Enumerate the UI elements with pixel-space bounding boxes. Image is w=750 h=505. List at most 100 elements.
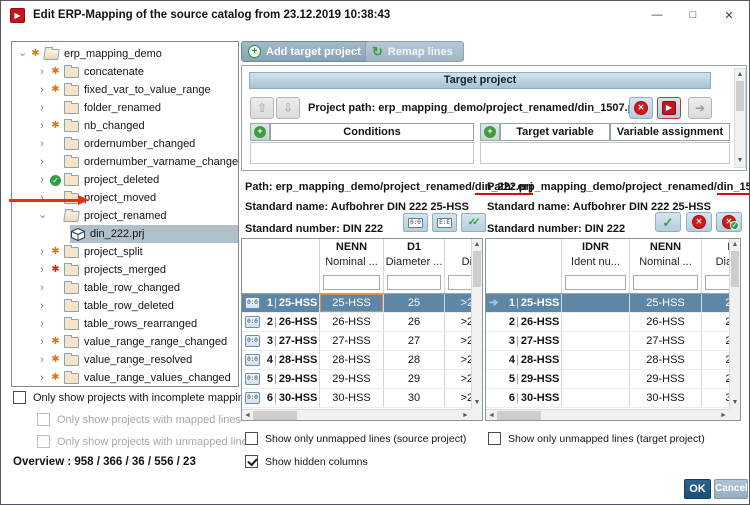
chevron-right-icon[interactable]: › xyxy=(40,101,44,114)
table-cell[interactable]: 28 xyxy=(384,351,445,369)
table-cell[interactable]: 27-HSS xyxy=(630,332,702,350)
tree-item-fixed-var-to-value-range[interactable]: › ✱ fixed_var_to_value_range xyxy=(12,81,238,99)
target-table-row-3[interactable]: 3|27-HSS 27-HSS 27 xyxy=(486,332,729,351)
table-cell[interactable]: 30-HSS xyxy=(320,389,384,407)
scroll-left-icon[interactable]: ◄ xyxy=(488,411,495,419)
chevron-right-icon[interactable]: › xyxy=(40,173,44,186)
remove-confirmed-mapping-button[interactable]: ✕ ✓ xyxy=(716,212,742,232)
table-cell[interactable]: 29 xyxy=(384,370,445,388)
table-cell[interactable]: 26 xyxy=(702,313,729,331)
add-condition-button[interactable]: + xyxy=(250,123,270,141)
cancel-button[interactable]: Cancel xyxy=(714,479,748,499)
target-table-row-5[interactable]: 5|29-HSS 29-HSS 29 xyxy=(486,370,729,389)
chevron-right-icon[interactable]: › xyxy=(40,65,44,78)
scrollbar-thumb[interactable] xyxy=(497,410,541,420)
table-cell[interactable] xyxy=(562,370,630,388)
scroll-up-icon[interactable]: ▲ xyxy=(473,241,481,248)
chevron-right-icon[interactable]: › xyxy=(40,137,44,150)
tree-item-table-row-changed[interactable]: › table_row_changed xyxy=(12,279,238,297)
table-cell[interactable]: >23.6 xyxy=(445,332,471,350)
checkbox-box[interactable] xyxy=(245,432,258,445)
tree-item-folder-renamed[interactable]: › folder_renamed xyxy=(12,99,238,117)
chevron-right-icon[interactable]: › xyxy=(40,281,44,294)
target-table-row-6[interactable]: 6|30-HSS 30-HSS 30 xyxy=(486,389,729,408)
ok-button[interactable]: OK xyxy=(684,479,711,499)
remap-lines-button[interactable]: ↻ Remap lines xyxy=(365,41,464,62)
minimize-button[interactable]: — xyxy=(651,9,663,21)
table-cell[interactable]: 25 xyxy=(702,294,729,312)
checkbox-target-unmapped[interactable]: Show only unmapped lines (target project… xyxy=(488,432,705,445)
conditions-column-header[interactable]: Conditions xyxy=(270,123,474,141)
tree-item-erp-mapping-demo[interactable]: › ✱ erp_mapping_demo xyxy=(12,45,238,63)
chevron-expanded-icon[interactable]: › xyxy=(36,214,49,218)
table-cell[interactable]: 27 xyxy=(384,332,445,350)
scrollbar-thumb[interactable] xyxy=(253,410,297,420)
tree-item-project-moved[interactable]: › project_moved xyxy=(12,189,238,207)
scroll-right-icon[interactable]: ► xyxy=(720,411,727,419)
move-up-button[interactable]: ⇧ xyxy=(250,97,274,119)
add-variable-assignment-button[interactable]: + xyxy=(480,123,500,141)
table-cell[interactable]: >23.6 xyxy=(445,370,471,388)
checkbox-source-unmapped[interactable]: Show only unmapped lines (source project… xyxy=(245,432,466,445)
scroll-down-icon[interactable]: ▼ xyxy=(731,399,739,406)
source-table-row-3[interactable]: 0:03|27-HSS 27-HSS 27 >23.6 xyxy=(242,332,471,351)
column-filter-input[interactable] xyxy=(633,275,698,290)
chevron-right-icon[interactable]: › xyxy=(40,245,44,258)
table-cell[interactable]: 29 xyxy=(702,370,729,388)
tree-item-value-range-resolved[interactable]: › ✱ value_range_resolved xyxy=(12,351,238,369)
column-filter-input[interactable] xyxy=(448,275,471,290)
table-cell[interactable]: 25 xyxy=(384,294,445,312)
table-cell[interactable] xyxy=(562,332,630,350)
horizontal-scrollbar[interactable]: ◄ ► xyxy=(486,409,729,420)
table-cell[interactable]: >23.6 xyxy=(445,389,471,407)
target-table-row-1[interactable]: ➔1|25-HSS 25-HSS 25 xyxy=(486,294,729,313)
table-cell[interactable] xyxy=(562,313,630,331)
table-cell[interactable]: 26-HSS xyxy=(320,313,384,331)
add-target-project-button[interactable]: + Add target project xyxy=(241,41,372,62)
target-column-title-idnr[interactable]: IDNR xyxy=(562,239,630,255)
column-filter-input[interactable] xyxy=(705,275,729,290)
table-cell[interactable]: 29-HSS xyxy=(320,370,384,388)
table-cell[interactable]: 28-HSS xyxy=(630,351,702,369)
table-cell[interactable]: 25-HSS xyxy=(320,294,384,312)
source-table-row-1[interactable]: 0:01|25-HSS 25-HSS 25 >23.6 xyxy=(242,294,471,313)
table-cell[interactable]: 26-HSS xyxy=(630,313,702,331)
chevron-right-icon[interactable]: › xyxy=(40,155,44,168)
chevron-right-icon[interactable]: › xyxy=(40,335,44,348)
table-cell[interactable] xyxy=(562,389,630,407)
scroll-up-icon[interactable]: ▲ xyxy=(731,241,739,248)
source-table-row-2[interactable]: 0:02|26-HSS 26-HSS 26 >23.6 xyxy=(242,313,471,332)
target-column-title-d[interactable]: D xyxy=(702,239,729,255)
tree-item-project-split[interactable]: › ✱ project_split xyxy=(12,243,238,261)
target-column-title-nenn[interactable]: NENN xyxy=(630,239,702,255)
variable-assignment-column-header[interactable]: Variable assignment xyxy=(610,123,730,141)
table-cell[interactable]: 28 xyxy=(702,351,729,369)
tree-item-ordernumber-changed[interactable]: › ordernumber_changed xyxy=(12,135,238,153)
map-by-expression-button[interactable]: E:E xyxy=(432,213,457,232)
remove-mapping-button[interactable]: ✕ xyxy=(686,212,712,232)
checkbox-box-checked[interactable] xyxy=(245,455,258,468)
open-project-button[interactable]: ▶ xyxy=(657,97,681,119)
map-by-line-button[interactable]: 0:0 xyxy=(403,213,428,232)
target-table-row-2[interactable]: 2|26-HSS 26-HSS 26 xyxy=(486,313,729,332)
table-cell[interactable]: 27-HSS xyxy=(320,332,384,350)
target-project-scrollbar[interactable]: ▲ ▼ xyxy=(734,68,746,168)
table-cell[interactable] xyxy=(562,294,630,312)
chevron-right-icon[interactable]: › xyxy=(40,191,44,204)
tree-item-table-rows-rearranged[interactable]: › table_rows_rearranged xyxy=(12,315,238,333)
column-filter-input[interactable] xyxy=(387,275,441,290)
chevron-right-icon[interactable]: › xyxy=(40,119,44,132)
table-cell[interactable]: 28-HSS xyxy=(320,351,384,369)
checkbox-box[interactable] xyxy=(13,391,26,404)
table-cell[interactable]: 25-HSS xyxy=(630,294,702,312)
chevron-expanded-icon[interactable]: › xyxy=(16,52,29,56)
source-table-row-6[interactable]: 0:06|30-HSS 30-HSS 30 >23.6 xyxy=(242,389,471,408)
maximize-button[interactable]: □ xyxy=(689,9,697,21)
table-cell[interactable]: >23.6 xyxy=(445,351,471,369)
scrollbar-thumb[interactable] xyxy=(473,251,481,287)
tree-item-project-deleted[interactable]: › ✓ project_deleted xyxy=(12,171,238,189)
goto-target-button[interactable]: ➔ xyxy=(688,97,712,119)
table-cell[interactable]: >23.6 xyxy=(445,294,471,312)
chevron-right-icon[interactable]: › xyxy=(40,353,44,366)
tree-item-value-range-range-changed[interactable]: › ✱ value_range_range_changed xyxy=(12,333,238,351)
